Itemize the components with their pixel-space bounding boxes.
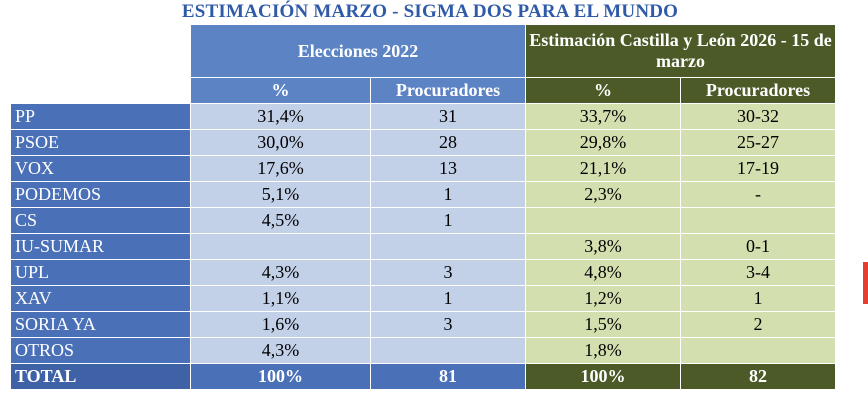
header-elecciones-2022: Elecciones 2022 bbox=[190, 24, 526, 78]
table-row: UPL 4,3% 3 4,8% 3-4 bbox=[10, 259, 836, 286]
table-row: CS 4,5% 1 bbox=[10, 207, 836, 234]
pct-2022-cell: 1,6% bbox=[190, 311, 371, 338]
pct-2026-cell: 33,7% bbox=[525, 103, 681, 130]
party-name: XAV bbox=[10, 285, 191, 312]
pct-2026-cell: 1,8% bbox=[525, 337, 681, 364]
pct-2026-cell: 1,5% bbox=[525, 311, 681, 338]
pct-2026-cell: 1,2% bbox=[525, 285, 681, 312]
seats-2026-cell: 25-27 bbox=[680, 129, 836, 156]
pct-2022-cell: 17,6% bbox=[190, 155, 371, 182]
table-row: SORIA YA 1,6% 3 1,5% 2 bbox=[10, 311, 836, 338]
seats-2026-cell: 17-19 bbox=[680, 155, 836, 182]
seats-2026-cell: 2 bbox=[680, 311, 836, 338]
seats-2022-cell: 13 bbox=[370, 155, 526, 182]
table-row: IU-SUMAR 3,8% 0-1 bbox=[10, 233, 836, 260]
pct-2026-cell: 3,8% bbox=[525, 233, 681, 260]
total-seats-2022: 81 bbox=[370, 363, 526, 390]
seats-2022-cell bbox=[370, 337, 526, 364]
total-row: TOTAL 100% 81 100% 82 bbox=[10, 363, 836, 390]
table-title: ESTIMACIÓN MARZO - SIGMA DOS PARA EL MUN… bbox=[181, 1, 679, 22]
corner-cell bbox=[10, 24, 191, 78]
seats-2022-cell: 28 bbox=[370, 129, 526, 156]
table-row: PSOE 30,0% 28 29,8% 25-27 bbox=[10, 129, 836, 156]
header-pct-2026: % bbox=[525, 77, 681, 104]
seats-2022-cell bbox=[370, 233, 526, 260]
results-table: Elecciones 2022 Estimación Castilla y Le… bbox=[10, 24, 836, 390]
party-name: UPL bbox=[10, 259, 191, 286]
seats-2022-cell: 1 bbox=[370, 207, 526, 234]
party-name: PODEMOS bbox=[10, 181, 191, 208]
edge-decoration bbox=[863, 262, 868, 304]
pct-2026-cell: 4,8% bbox=[525, 259, 681, 286]
table-row: XAV 1,1% 1 1,2% 1 bbox=[10, 285, 836, 312]
party-name: PP bbox=[10, 103, 191, 130]
party-name: SORIA YA bbox=[10, 311, 191, 338]
total-pct-2026: 100% bbox=[525, 363, 681, 390]
party-name: VOX bbox=[10, 155, 191, 182]
pct-2022-cell: 30,0% bbox=[190, 129, 371, 156]
pct-2022-cell bbox=[190, 233, 371, 260]
seats-2022-cell: 1 bbox=[370, 285, 526, 312]
party-name: OTROS bbox=[10, 337, 191, 364]
table-row: VOX 17,6% 13 21,1% 17-19 bbox=[10, 155, 836, 182]
total-seats-2026: 82 bbox=[680, 363, 836, 390]
pct-2026-cell: 2,3% bbox=[525, 181, 681, 208]
header-seats-2022: Procuradores bbox=[370, 77, 526, 104]
seats-2022-cell: 31 bbox=[370, 103, 526, 130]
pct-2022-cell: 31,4% bbox=[190, 103, 371, 130]
party-name: IU-SUMAR bbox=[10, 233, 191, 260]
seats-2022-cell: 3 bbox=[370, 259, 526, 286]
corner-cell-2 bbox=[10, 77, 191, 104]
seats-2022-cell: 3 bbox=[370, 311, 526, 338]
header-seats-2026: Procuradores bbox=[680, 77, 836, 104]
pct-2022-cell: 4,3% bbox=[190, 337, 371, 364]
pct-2022-cell: 1,1% bbox=[190, 285, 371, 312]
seats-2026-cell: - bbox=[680, 181, 836, 208]
seats-2026-cell: 30-32 bbox=[680, 103, 836, 130]
pct-2022-cell: 4,5% bbox=[190, 207, 371, 234]
total-pct-2022: 100% bbox=[190, 363, 371, 390]
pct-2022-cell: 5,1% bbox=[190, 181, 371, 208]
pct-2026-cell bbox=[525, 207, 681, 234]
seats-2026-cell bbox=[680, 337, 836, 364]
seats-2026-cell: 3-4 bbox=[680, 259, 836, 286]
seats-2026-cell: 0-1 bbox=[680, 233, 836, 260]
table-row: OTROS 4,3% 1,8% bbox=[10, 337, 836, 364]
table-row: PODEMOS 5,1% 1 2,3% - bbox=[10, 181, 836, 208]
seats-2022-cell: 1 bbox=[370, 181, 526, 208]
total-label: TOTAL bbox=[10, 363, 191, 390]
header-pct-2022: % bbox=[190, 77, 371, 104]
pct-2026-cell: 21,1% bbox=[525, 155, 681, 182]
seats-2026-cell: 1 bbox=[680, 285, 836, 312]
header-estimacion-2026: Estimación Castilla y León 2026 - 15 de … bbox=[525, 24, 836, 78]
party-name: CS bbox=[10, 207, 191, 234]
pct-2026-cell: 29,8% bbox=[525, 129, 681, 156]
pct-2022-cell: 4,3% bbox=[190, 259, 371, 286]
table-row: PP 31,4% 31 33,7% 30-32 bbox=[10, 103, 836, 130]
seats-2026-cell bbox=[680, 207, 836, 234]
party-name: PSOE bbox=[10, 129, 191, 156]
